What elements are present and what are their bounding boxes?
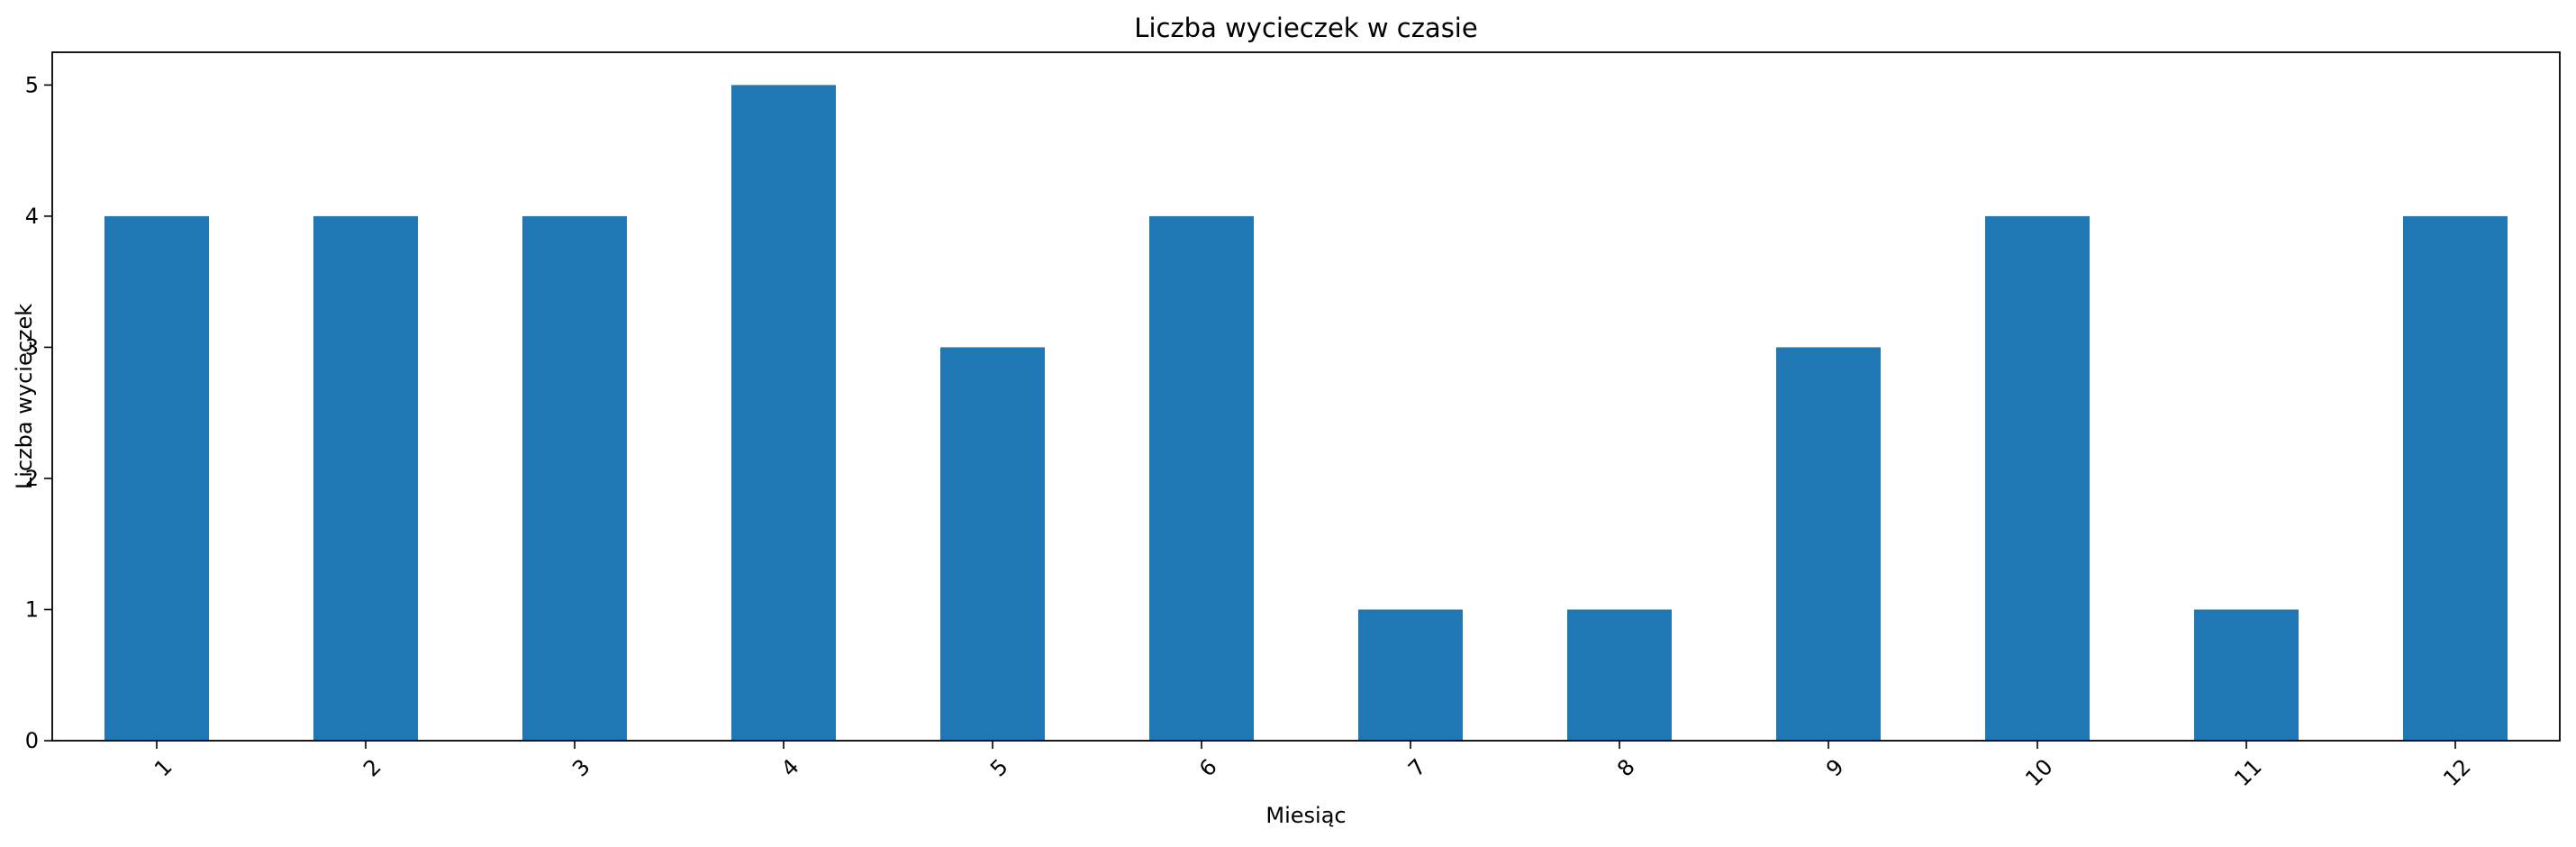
- bar-5: [940, 347, 1045, 741]
- bar-12: [2403, 215, 2508, 741]
- x-axis-label: Miesiąc: [1265, 803, 1346, 828]
- x-tick-label: 1: [150, 754, 177, 782]
- bar-1: [104, 215, 209, 741]
- chart-title: Liczba wycieczek w czasie: [1134, 13, 1477, 43]
- x-tick-label: 4: [776, 754, 804, 782]
- x-tick-label: 12: [2438, 754, 2475, 791]
- x-tick-label: 10: [2020, 754, 2057, 791]
- bar-3: [522, 215, 627, 741]
- bars-layer: [104, 85, 2508, 741]
- x-tick-label: 8: [1612, 754, 1640, 782]
- x-tick-label: 9: [1821, 754, 1849, 782]
- x-tick-label: 3: [567, 754, 595, 782]
- x-tick-label: 2: [358, 754, 386, 782]
- bar-7: [1358, 609, 1463, 741]
- y-tick-label: 0: [25, 728, 39, 753]
- x-tick-label: 5: [985, 754, 1013, 782]
- x-tick-label: 6: [1194, 754, 1222, 782]
- bar-2: [313, 215, 418, 741]
- y-tick-label: 1: [25, 597, 39, 622]
- y-tick-label: 2: [25, 466, 39, 491]
- x-tick-label: 7: [1403, 754, 1431, 782]
- y-axis: 0 1 2 3 4 5: [25, 72, 52, 753]
- bar-10: [1985, 215, 2090, 741]
- bar-6: [1149, 215, 1254, 741]
- x-tick-label: 11: [2229, 754, 2266, 791]
- y-tick-label: 5: [25, 72, 39, 97]
- y-tick-label: 4: [25, 204, 39, 229]
- bar-8: [1567, 609, 1672, 741]
- bar-4: [731, 85, 836, 741]
- y-axis-label: Liczba wycieczek: [12, 304, 37, 489]
- bar-11: [2194, 609, 2299, 741]
- bar-9: [1776, 347, 1881, 741]
- y-tick-label: 3: [25, 334, 39, 360]
- x-axis: 1 2 3 4 5 6 7 8 9 10 11 12: [150, 741, 2476, 791]
- axes-frame: [51, 51, 2561, 742]
